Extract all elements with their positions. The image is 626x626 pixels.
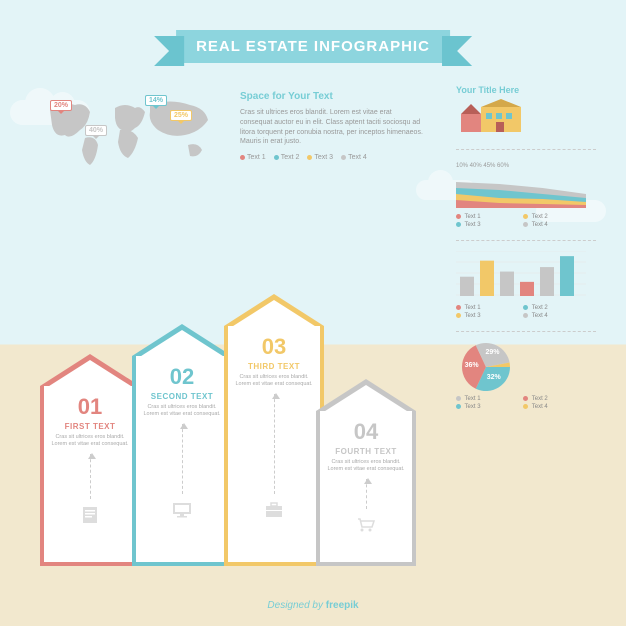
briefcase-icon [263,500,285,518]
pie-chart-legend: Text 1 Text 2 Text 3 Text 4 [456,396,596,412]
house-arrows: 01 FIRST TEXT Cras sit ultrices eros bla… [40,294,408,566]
area-chart-legend: Text 1 Text 2 Text 3 Text 4 [456,214,596,230]
house-number: 03 [234,334,314,360]
svg-text:10% 40% 45% 60%: 10% 40% 45% 60% [456,163,510,169]
house-column: 01 FIRST TEXT Cras sit ultrices eros bla… [40,354,140,566]
dashed-arrow-icon [274,394,275,494]
title-text: REAL ESTATE INFOGRAPHIC [176,30,450,63]
dashed-arrow-icon [182,424,183,494]
sidebar-title: Your Title Here [456,85,596,95]
map-pin: 20% [50,100,72,117]
legend-item: Text 2 [274,154,300,161]
house-number: 04 [326,419,406,445]
house-title: FIRST TEXT [50,422,130,431]
map-pin: 25% [170,110,192,127]
house-title: THIRD TEXT [234,362,314,371]
intro-paragraph: Space for Your Text Cras sit ultrices er… [240,90,425,163]
svg-text:36%: 36% [465,362,480,369]
map-pin: 40% [85,125,107,142]
area-chart: 10% 40% 45% 60% [456,160,596,210]
doc-icon [79,505,101,523]
world-map: 20% 14% 40% 25% [40,90,220,180]
house-title: SECOND TEXT [142,392,222,401]
sidebar: Your Title Here 10% 40% 45% 60% Text 1 T… [456,85,596,412]
intro-legend: Text 1 Text 2 Text 3 Text 4 [240,153,425,163]
house-body-text: Cras sit ultrices eros blandit. Lorem es… [50,434,130,448]
bar-chart-legend: Text 1 Text 2 Text 3 Text 4 [456,305,596,321]
legend-item: Text 4 [341,154,367,161]
house-body-text: Cras sit ultrices eros blandit. Lorem es… [326,459,406,473]
legend-item: Text 1 [240,154,266,161]
pie-chart: 32% 36% 29% [456,342,596,392]
legend-item: Text 3 [307,154,333,161]
footer-credit: Designed by freepik [0,600,626,611]
svg-text:29%: 29% [486,349,501,356]
house-number: 01 [50,394,130,420]
map-pin: 14% [145,95,167,112]
intro-heading: Space for Your Text [240,90,425,104]
house-column: 02 SECOND TEXT Cras sit ultrices eros bl… [132,324,232,566]
house-number: 02 [142,364,222,390]
dashed-arrow-icon [90,454,91,499]
house-column: 04 FOURTH TEXT Cras sit ultrices eros bl… [316,379,416,566]
cart-icon [355,515,377,533]
house-column: 03 THIRD TEXT Cras sit ultrices eros bla… [224,294,324,566]
bar-chart [456,251,596,301]
house-title: FOURTH TEXT [326,447,406,456]
intro-body: Cras sit ultrices eros blandit. Lorem es… [240,108,425,147]
dashed-arrow-icon [366,479,367,509]
building-icon [456,99,526,134]
house-body-text: Cras sit ultrices eros blandit. Lorem es… [234,374,314,388]
title-banner: REAL ESTATE INFOGRAPHIC [176,30,450,63]
monitor-icon [171,500,193,518]
svg-text:32%: 32% [487,374,502,381]
house-body-text: Cras sit ultrices eros blandit. Lorem es… [142,404,222,418]
